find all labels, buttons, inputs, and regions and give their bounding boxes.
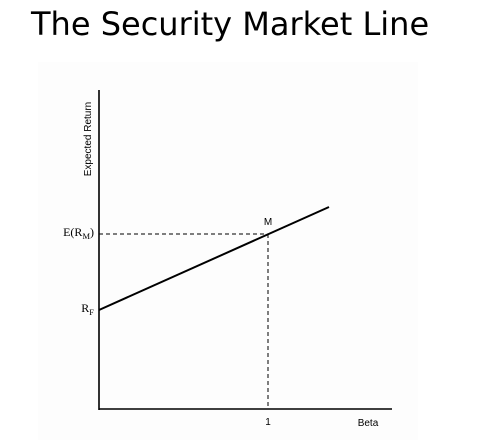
diagram-backdrop xyxy=(38,62,418,440)
risk-free-label: RF xyxy=(81,301,94,317)
beta-tick-label: 1 xyxy=(265,417,271,428)
slide-title: The Security Market Line xyxy=(31,5,430,43)
y-axis-label: Expected Return xyxy=(83,102,94,177)
security-market-line xyxy=(98,206,330,311)
market-point-label: M xyxy=(264,217,272,228)
x-axis-label: Beta xyxy=(358,418,379,429)
market-return-label: E(RM) xyxy=(63,225,94,241)
